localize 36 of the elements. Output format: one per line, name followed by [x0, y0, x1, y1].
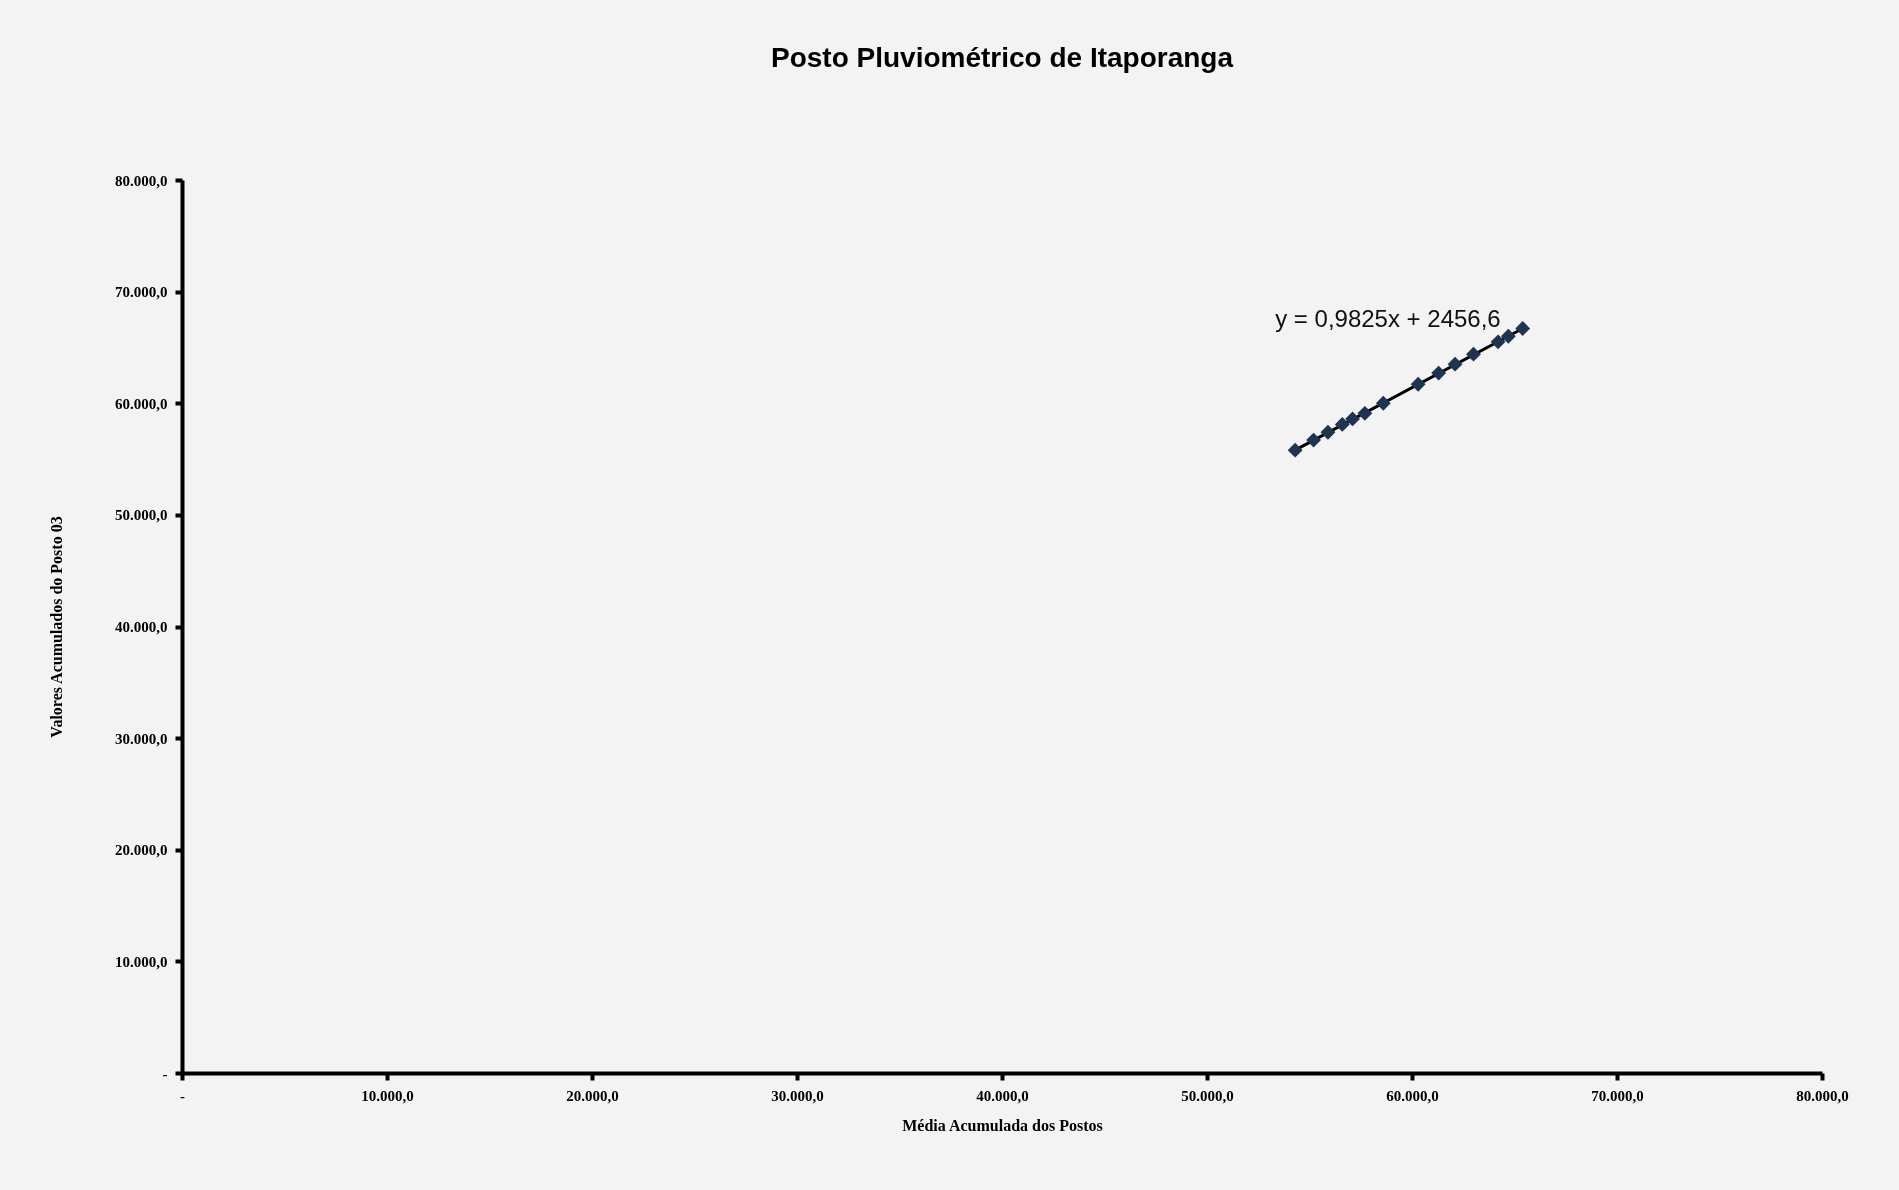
point — [1431, 365, 1447, 381]
y-tick-label: 50.000,0 — [115, 507, 168, 524]
x-tick-label: - — [180, 1087, 185, 1104]
x-tick-label: 60.000,0 — [1386, 1087, 1439, 1104]
point — [1320, 424, 1336, 440]
y-tick-label: 60.000,0 — [115, 395, 168, 412]
x-tick-label: 40.000,0 — [976, 1087, 1029, 1104]
y-tick-label: 80.000,0 — [115, 172, 168, 189]
y-tick-label: - — [162, 1065, 168, 1082]
point — [1410, 376, 1426, 392]
point — [1334, 417, 1350, 432]
point — [1515, 321, 1531, 336]
x-tick-label: 50.000,0 — [1181, 1087, 1234, 1104]
x-tick-label: 80.000,0 — [1796, 1087, 1849, 1104]
point — [1357, 405, 1373, 421]
y-tick-label: 20.000,0 — [115, 842, 168, 859]
y-axis-title: Valores Acumulados do Posto 03 — [48, 516, 65, 738]
point — [1306, 432, 1322, 448]
point — [1287, 442, 1303, 458]
y-tick-label: 10.000,0 — [115, 953, 168, 970]
y-tick-label: 40.000,0 — [115, 619, 168, 635]
annotation: y = 0,9825x + 2456,6 — [1275, 305, 1501, 333]
x-tick-label: 70.000,0 — [1591, 1087, 1644, 1104]
point — [1375, 395, 1391, 411]
x-axis-title: Média Acumulada dos Postos — [902, 1116, 1103, 1134]
x-tick-label: 30.000,0 — [771, 1087, 824, 1104]
point — [1345, 411, 1360, 427]
point — [1490, 334, 1506, 350]
point — [1466, 346, 1481, 362]
x-tick-label: 10.000,0 — [361, 1087, 414, 1104]
point — [1447, 356, 1463, 372]
y-tick-label: 70.000,0 — [115, 284, 168, 301]
x-tick-label: 20.000,0 — [566, 1087, 619, 1104]
chart-title: Posto Pluviométrico de Itaporanga — [770, 42, 1234, 73]
point — [1500, 328, 1516, 344]
y-tick-label: 30.000,0 — [115, 730, 168, 747]
